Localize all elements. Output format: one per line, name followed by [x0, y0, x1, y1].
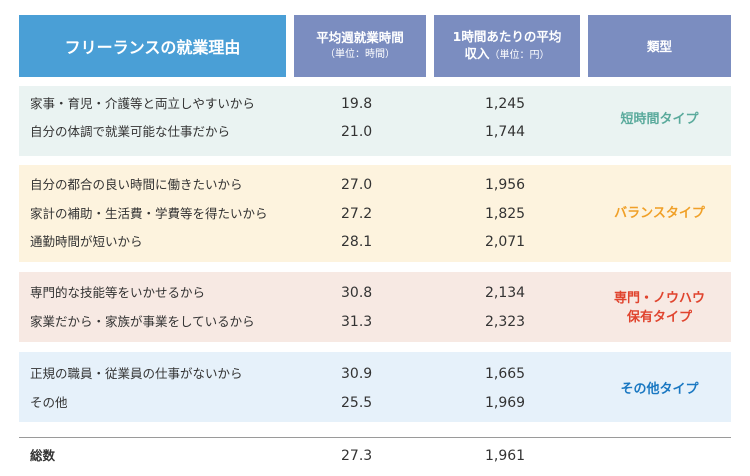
hours-value: 25.5 — [341, 395, 373, 411]
type-header-label: 類型 — [646, 38, 672, 54]
pay-value: 2,134 — [485, 285, 526, 301]
hours-value: 27.0 — [341, 177, 373, 193]
pay-header-label-line2: 収入 — [464, 46, 490, 61]
hours-value: 28.1 — [341, 234, 373, 250]
reason-label: 家計の補助・生活費・学費等を得たいから — [30, 206, 268, 221]
pay-header-unit: （単位：円） — [489, 50, 550, 61]
table-row: 家計の補助・生活費・学費等を得たいから 27.2 1,825 — [19, 204, 731, 224]
reason-label: 自分の体調で就業可能な仕事だから — [30, 124, 231, 139]
reason-label: 専門的な技能等をいかせるから — [30, 285, 206, 300]
hours-header-unit: （単位：時間） — [325, 49, 395, 60]
type-label-line2: 保有タイプ — [626, 310, 692, 325]
total-hours-value: 27.3 — [341, 448, 373, 464]
pay-value: 1,744 — [485, 124, 526, 140]
table-title: フリーランスの就業理由 — [64, 38, 241, 57]
group-other: 正規の職員・従業員の仕事がないから 30.9 1,665 その他 25.5 1,… — [19, 352, 731, 422]
pay-value: 1,969 — [485, 395, 526, 411]
hours-column-header: 平均週就業時間 （単位：時間） — [294, 15, 426, 77]
total-label: 総数 — [30, 448, 56, 463]
table-row: 専門的な技能等をいかせるから 30.8 2,134 — [19, 283, 731, 303]
type-label: 短時間タイプ — [620, 112, 699, 127]
reason-label: 通勤時間が短いから — [30, 234, 143, 249]
type-label: その他タイプ — [620, 382, 699, 397]
table-row: 通勤時間が短いから 28.1 2,071 — [19, 232, 731, 252]
type-label-line1: 専門・ノウハウ — [613, 291, 705, 306]
pay-value: 1,665 — [485, 366, 526, 382]
pay-value: 1,825 — [485, 206, 526, 222]
hours-value: 30.9 — [341, 366, 373, 382]
pay-header-label-line1: 1時間あたりの平均 — [452, 29, 562, 44]
type-label: バランスタイプ — [614, 206, 705, 221]
group-expertise: 専門的な技能等をいかせるから 30.8 2,134 家業だから・家族が事業をして… — [19, 272, 731, 342]
pay-header-line2: 収入（単位：円） — [464, 45, 549, 64]
pay-value: 1,245 — [485, 96, 526, 112]
reason-label: その他 — [30, 395, 68, 410]
type-label: 専門・ノウハウ 保有タイプ — [588, 289, 731, 327]
hours-value: 27.2 — [341, 206, 373, 222]
table-row: 正規の職員・従業員の仕事がないから 30.9 1,665 — [19, 364, 731, 384]
reason-label: 自分の都合の良い時間に働きたいから — [30, 177, 243, 192]
hours-value: 21.0 — [341, 124, 373, 140]
pay-value: 2,323 — [485, 314, 526, 330]
group-short-time: 家事・育児・介護等と両立しやすいから 19.8 1,245 自分の体調で就業可能… — [19, 86, 731, 156]
hours-value: 30.8 — [341, 285, 373, 301]
table-row: 家事・育児・介護等と両立しやすいから 19.8 1,245 — [19, 94, 731, 114]
hours-value: 31.3 — [341, 314, 373, 330]
type-column-header: 類型 — [588, 15, 731, 77]
hours-value: 19.8 — [341, 96, 373, 112]
reason-label: 家業だから・家族が事業をしているから — [30, 314, 255, 329]
pay-column-header: 1時間あたりの平均 収入（単位：円） — [434, 15, 580, 77]
table-title-header: フリーランスの就業理由 — [19, 15, 286, 77]
group-balance: 自分の都合の良い時間に働きたいから 27.0 1,956 家計の補助・生活費・学… — [19, 165, 731, 262]
table-row: その他 25.5 1,969 — [19, 393, 731, 413]
reason-label: 正規の職員・従業員の仕事がないから — [30, 366, 243, 381]
table-row: 家業だから・家族が事業をしているから 31.3 2,323 — [19, 312, 731, 332]
table-row: 自分の体調で就業可能な仕事だから 21.0 1,744 — [19, 122, 731, 142]
pay-value: 1,956 — [485, 177, 526, 193]
pay-value: 2,071 — [485, 234, 526, 250]
hours-header-label: 平均週就業時間 — [316, 30, 404, 45]
total-row: 総数 27.3 1,961 — [0, 446, 750, 466]
total-divider — [19, 437, 731, 438]
reason-label: 家事・育児・介護等と両立しやすいから — [30, 96, 255, 111]
total-pay-value: 1,961 — [485, 448, 526, 464]
table-row: 自分の都合の良い時間に働きたいから 27.0 1,956 — [19, 175, 731, 195]
